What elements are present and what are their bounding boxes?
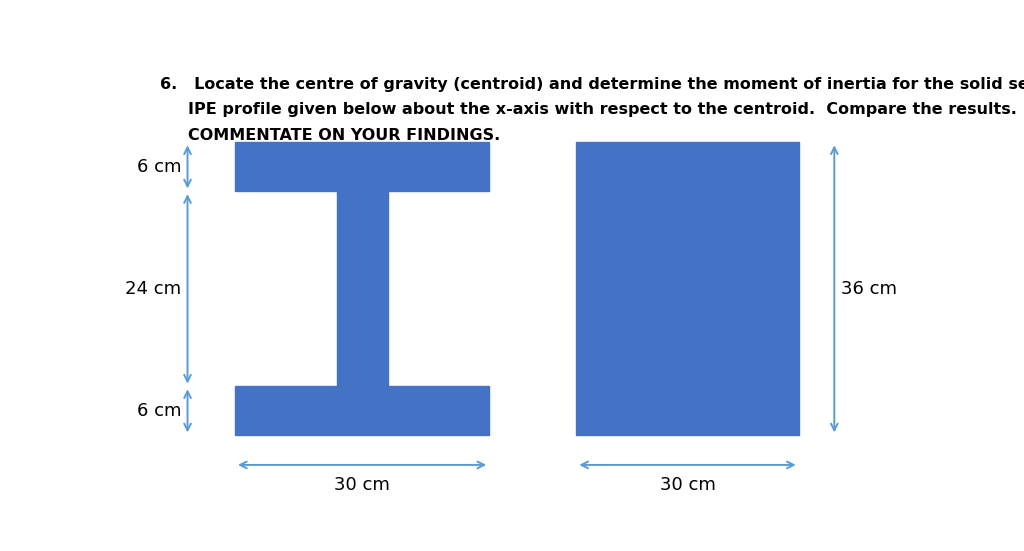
Text: 6.   Locate the centre of gravity (centroid) and determine the moment of inertia: 6. Locate the centre of gravity (centroi… <box>160 77 1024 91</box>
Text: 6 cm: 6 cm <box>136 158 181 176</box>
Text: 36 cm: 36 cm <box>841 280 897 298</box>
Bar <box>236 386 489 435</box>
Text: IPE profile given below about the x-axis with respect to the centroid.  Compare : IPE profile given below about the x-axis… <box>187 102 1017 117</box>
Text: 6 cm: 6 cm <box>136 402 181 420</box>
Text: COMMENTATE ON YOUR FINDINGS.: COMMENTATE ON YOUR FINDINGS. <box>187 128 500 143</box>
Bar <box>337 191 387 386</box>
Bar <box>577 143 799 435</box>
Text: 30 cm: 30 cm <box>659 476 716 494</box>
Text: 30 cm: 30 cm <box>334 476 390 494</box>
Bar <box>236 143 489 191</box>
Text: 24 cm: 24 cm <box>125 280 181 298</box>
